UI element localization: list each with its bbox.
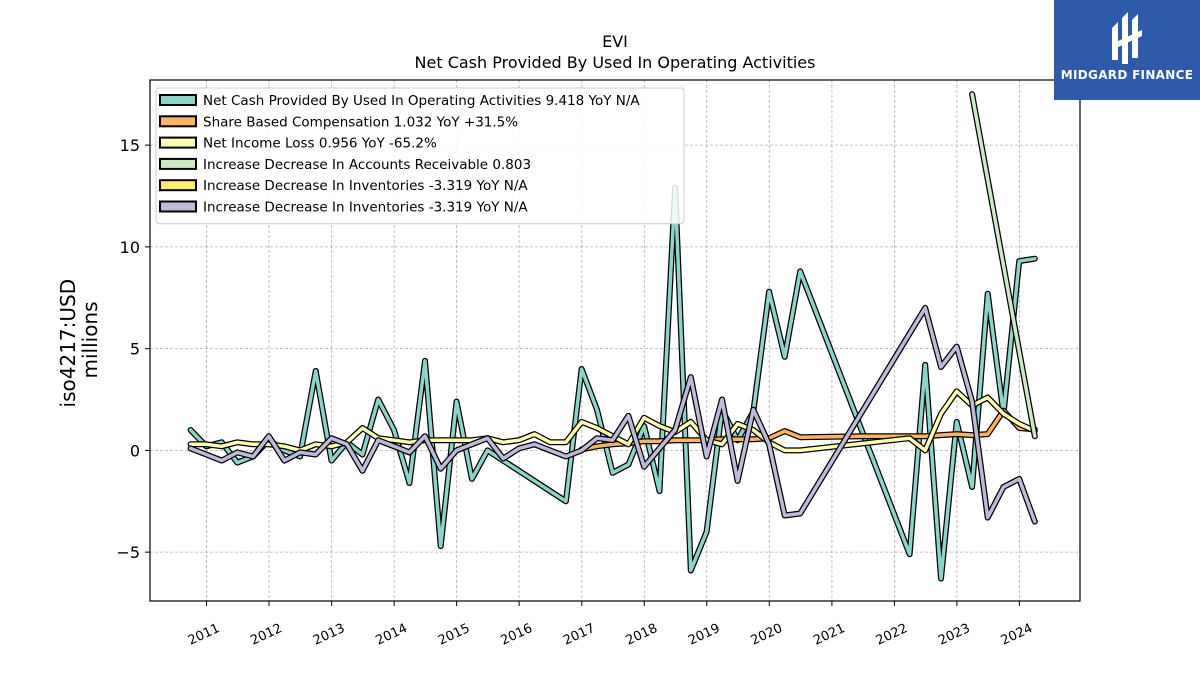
x-tick-label: 2015 <box>436 621 472 649</box>
y-axis-label: iso4217:USD millions <box>56 273 102 408</box>
y-tick-label: 15 <box>120 136 140 155</box>
legend: Net Cash Provided By Used In Operating A… <box>155 87 685 225</box>
legend-label: Increase Decrease In Inventories -3.319 … <box>203 178 528 194</box>
x-tick-label: 2018 <box>624 621 660 649</box>
brand-mark-icon <box>1112 12 1142 64</box>
series-line <box>188 306 1037 524</box>
series-2 <box>187 388 1038 454</box>
series-0 <box>187 184 1038 582</box>
legend-swatch <box>159 94 197 106</box>
legend-label: Net Cash Provided By Used In Operating A… <box>203 93 640 109</box>
y-axis-label-line-1: iso4217:USD <box>56 279 80 408</box>
legend-label: Share Based Compensation 1.032 YoY +31.5… <box>203 114 518 130</box>
x-tick-label: 2017 <box>561 621 597 649</box>
y-tick-label: 0 <box>130 441 140 460</box>
x-tick-label: 2024 <box>999 621 1035 649</box>
series-5 <box>187 304 1038 525</box>
x-tick-label: 2014 <box>374 621 410 649</box>
x-tick-label: 2019 <box>686 621 722 649</box>
x-tick-label: 2022 <box>874 621 910 649</box>
x-tick-label: 2013 <box>311 621 347 649</box>
legend-swatch <box>159 157 197 170</box>
legend-swatch <box>159 179 197 192</box>
series-line <box>970 92 1037 438</box>
x-tick-label: 2021 <box>811 621 847 649</box>
y-tick-label: −5 <box>116 543 140 562</box>
legend-swatch <box>159 115 197 128</box>
y-tick-label: 5 <box>130 340 140 359</box>
y-tick-label: 10 <box>120 238 140 257</box>
y-axis-label-line-2: millions <box>78 301 102 378</box>
series-group <box>187 91 1038 582</box>
series-line <box>188 186 1037 581</box>
series-3 <box>969 91 1038 440</box>
chart-ticker: EVI <box>602 32 628 51</box>
x-tick-label: 2020 <box>749 621 785 649</box>
series-line <box>188 389 1037 453</box>
x-tick-label: 2016 <box>498 621 534 649</box>
chart-title: Net Cash Provided By Used In Operating A… <box>415 53 816 72</box>
brand-name: MIDGARD FINANCE <box>1060 68 1194 82</box>
plot-frame <box>149 79 1081 602</box>
legend-label: Increase Decrease In Accounts Receivable… <box>203 157 531 173</box>
legend-swatch <box>159 200 197 213</box>
legend-box <box>155 87 685 225</box>
series-line-outline <box>187 304 1038 525</box>
legend-label: Net Income Loss 0.956 YoY -65.2% <box>203 136 437 152</box>
x-tick-label: 2023 <box>936 621 972 649</box>
brand-logo: MIDGARD FINANCE <box>1054 0 1200 100</box>
legend-swatch <box>159 136 197 149</box>
series-1 <box>578 407 1038 453</box>
legend-label: Increase Decrease In Inventories -3.319 … <box>203 200 528 216</box>
x-tick-label: 2012 <box>248 621 284 649</box>
series-line-outline <box>578 407 1038 453</box>
x-tick-label: 2011 <box>186 621 222 649</box>
